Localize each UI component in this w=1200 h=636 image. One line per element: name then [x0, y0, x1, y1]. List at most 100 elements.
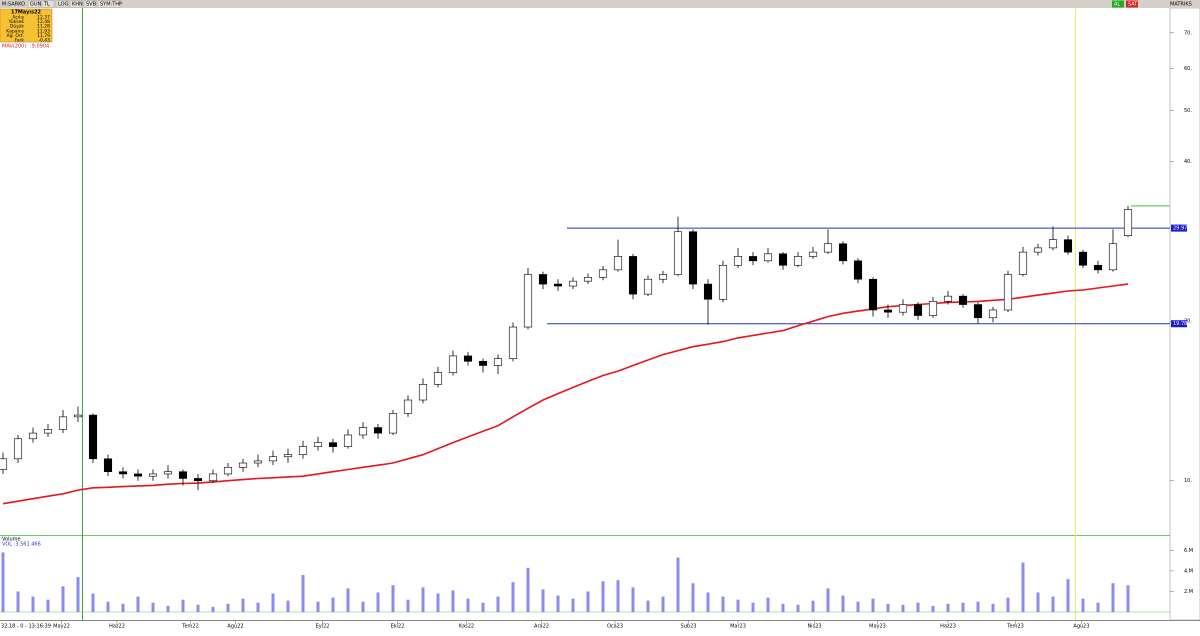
volume-bar — [391, 585, 395, 612]
toolbar-button[interactable]: MATRIKS — [1170, 2, 1192, 8]
candle-body — [13, 438, 23, 460]
volume-bar — [946, 603, 950, 612]
toolbar-button[interactable]: GUN — [30, 2, 42, 8]
candle-body — [718, 264, 728, 300]
candle-body — [268, 456, 278, 462]
x-tick-label: May23 — [869, 624, 886, 630]
info-label: Kapanış — [6, 28, 24, 34]
candle-body — [763, 253, 773, 262]
volume-bar — [331, 597, 335, 612]
volume-bar — [916, 602, 920, 612]
y-tick-label: 50. — [1184, 108, 1192, 114]
volume-bar — [1111, 583, 1115, 612]
toolbar-button[interactable]: SVB — [86, 2, 97, 8]
volume-bar — [271, 593, 275, 612]
info-label: Düşük — [10, 24, 25, 30]
info-label: Açılış — [12, 15, 24, 21]
candle-body — [898, 304, 908, 313]
y-tick-label: 10. — [1184, 478, 1192, 484]
volume-bar — [466, 598, 470, 612]
candle-body — [373, 427, 383, 434]
y-tick-label: 40. — [1184, 159, 1192, 165]
volume-bar — [766, 597, 770, 612]
candle-body — [1033, 247, 1043, 253]
volume-bar — [796, 604, 800, 612]
volume-bar — [1081, 598, 1085, 612]
x-tick-label: Agu23 — [1073, 624, 1089, 630]
level-label-bg — [1171, 224, 1187, 232]
volume-bar — [346, 588, 350, 612]
toolbar-button-bg — [55, 0, 69, 8]
candle-body — [1108, 243, 1118, 271]
info-value: 11,28 — [37, 24, 50, 30]
symbol: M:SARKO — [2, 2, 25, 8]
toolbar-button[interactable]: LOG — [58, 2, 69, 8]
trade-button[interactable]: SAT — [1128, 2, 1138, 8]
candle-body — [28, 432, 38, 440]
toolbar-button-bg — [83, 0, 97, 8]
candle-body — [0, 458, 8, 470]
volume-bar — [151, 602, 155, 612]
candle-body — [523, 274, 533, 328]
volume-bar — [256, 602, 260, 612]
info-bg — [0, 8, 53, 43]
candle-body — [793, 256, 803, 266]
candle-body — [388, 413, 398, 434]
volume-bar — [691, 583, 695, 612]
candle-body — [928, 301, 938, 316]
level-label: 29.97 — [1173, 226, 1187, 232]
volume-bar — [46, 599, 50, 612]
volume-bar — [121, 603, 125, 612]
volume-bar — [856, 601, 860, 612]
candle-body — [478, 361, 488, 366]
volume-bar — [811, 600, 815, 612]
candle-body — [448, 355, 458, 373]
toolbar-button[interactable]: KHN — [72, 2, 83, 8]
volume-bar — [196, 604, 200, 612]
volume-bar — [571, 598, 575, 612]
candle-body — [1063, 239, 1073, 253]
candle-body — [178, 471, 188, 479]
volume-bar — [376, 592, 380, 612]
x-tick-label: Agu22 — [227, 624, 243, 630]
volume-bar — [631, 587, 635, 612]
toolbar-button[interactable]: TL — [43, 2, 50, 8]
volume-bar — [481, 602, 485, 612]
info-value: 11,79 — [37, 33, 50, 39]
info-label: Ağ. Ort. — [7, 32, 24, 39]
info-label: Fark — [15, 38, 25, 44]
candle-body — [418, 384, 428, 401]
candle-body — [493, 358, 503, 366]
volume-bar — [556, 595, 560, 612]
candle-body — [1048, 239, 1058, 249]
candle-body — [133, 473, 143, 477]
x-tick-label: Oca23 — [607, 624, 623, 630]
candle-body — [1003, 274, 1013, 311]
info-date: 17Mayıs22 — [11, 10, 42, 16]
ma-readout: :9,0904 — [30, 44, 49, 50]
volume-bar — [76, 577, 80, 612]
candle-body — [613, 256, 623, 271]
toolbar-button[interactable]: SYM:THP — [100, 2, 122, 8]
x-tick-label: Eki22 — [391, 624, 405, 630]
toolbar: M:SARKO MATRIKS GUN TL LOG KHN SVB SYM:THP AL S… — [0, 0, 1200, 8]
candle-body — [403, 399, 413, 414]
trade-button[interactable]: AL — [1114, 2, 1120, 8]
candle-body — [553, 283, 563, 287]
volume-bar — [706, 592, 710, 612]
x-tick-label: Mar23 — [730, 624, 746, 630]
candle-body — [988, 309, 998, 319]
volume-bar — [1051, 596, 1055, 612]
y-tick-label: 70. — [1184, 30, 1192, 36]
volume-bar — [676, 557, 680, 612]
volume-bar — [241, 598, 245, 612]
candle-body — [958, 295, 968, 305]
candle-body — [88, 414, 98, 460]
volume-bar — [1066, 579, 1070, 612]
trade-button-bg — [1126, 0, 1138, 8]
candle-body — [583, 277, 593, 282]
info-value: 12,48 — [37, 19, 50, 25]
candle-body — [208, 473, 218, 482]
y-tick-label: 20. — [1184, 319, 1192, 325]
